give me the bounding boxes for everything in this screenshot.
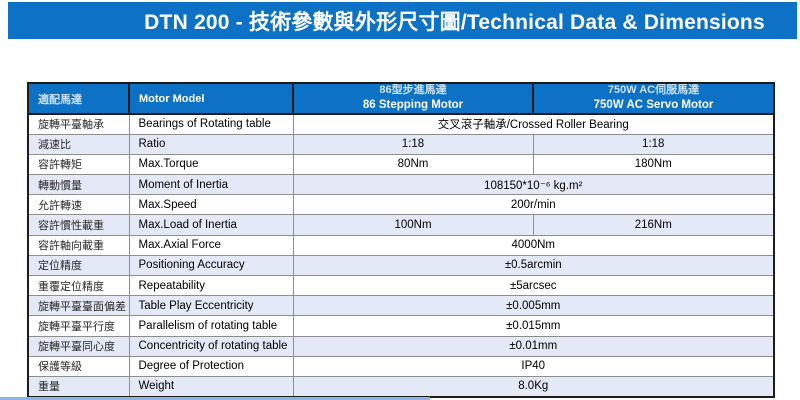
row-value-merged: 4000Nm — [292, 234, 775, 256]
row-value-merged: 交叉滾子軸承/Crossed Roller Bearing — [292, 113, 775, 135]
row-label-zh: 減速比 — [27, 133, 130, 155]
row-label-en: Table Play Eccentricity — [128, 295, 294, 317]
row-label-en: Positioning Accuracy — [128, 254, 294, 277]
row-label-zh: 轉動慣量 — [27, 174, 130, 196]
row-value-merged: ±0.5arcmin — [292, 254, 775, 277]
row-label-zh: 旋轉平臺同心度 — [27, 335, 130, 357]
row-label-en: Parallelism of rotating table — [128, 315, 294, 337]
row-value-merged: 108150*10⁻⁶ kg.m² — [292, 174, 775, 196]
table-header-row: 適配馬達 Motor Model 86型步進馬達 86 Stepping Mot… — [27, 82, 775, 115]
row-label-en: Max.Speed — [128, 194, 294, 216]
header-servo-motor-column: 750W AC伺服馬達 750W AC Servo Motor — [532, 82, 775, 115]
row-label-zh: 重覆定位精度 — [27, 274, 130, 297]
spec-row: 減速比 Ratio 1:18 1:18 — [27, 133, 775, 155]
row-label-zh: 旋轉平臺臺面偏差 — [27, 295, 130, 317]
technical-data-table: 適配馬達 Motor Model 86型步進馬達 86 Stepping Mot… — [27, 82, 775, 398]
row-label-zh: 容許轉矩 — [27, 153, 130, 176]
row-value-stepping: 80Nm — [292, 153, 534, 176]
row-value-merged: ±0.01mm — [292, 335, 775, 357]
spec-row: 容許軸向載重 Max.Axial Force 4000Nm — [27, 234, 775, 256]
spec-row: 容許轉矩 Max.Torque 80Nm 180Nm — [27, 153, 775, 176]
spec-row: 重覆定位精度 Repeatability ±5arcsec — [27, 274, 775, 297]
spec-row: 旋轉平臺臺面偏差 Table Play Eccentricity ±0.005mm — [27, 295, 775, 317]
row-label-en: Moment of Inertia — [128, 174, 294, 196]
title-banner: DTN 200 - 技術參數與外形尺寸圖/Technical Data & Di… — [8, 2, 797, 39]
header-servo-motor-zh: 750W AC伺服馬達 — [607, 84, 700, 97]
row-value-merged: IP40 — [292, 355, 775, 377]
spec-row: 轉動慣量 Moment of Inertia 108150*10⁻⁶ kg.m² — [27, 174, 775, 196]
spec-row: 旋轉平臺平行度 Parallelism of rotating table ±0.0… — [27, 315, 775, 337]
header-stepping-motor-zh: 86型步進馬達 — [379, 84, 447, 97]
header-stepping-motor-en: 86 Stepping Motor — [362, 99, 464, 112]
header-motor-model-zh: 適配馬達 — [27, 82, 130, 115]
row-label-zh: 旋轉平臺軸承 — [27, 113, 130, 135]
spec-row: 旋轉平臺同心度 Concentricity of rotating table ±0… — [27, 335, 775, 357]
spec-row: 定位精度 Positioning Accuracy ±0.5arcmin — [27, 254, 775, 277]
page-title: DTN 200 - 技術參數與外形尺寸圖/Technical Data & Di… — [144, 10, 765, 34]
row-value-merged: ±5arcsec — [292, 274, 775, 297]
row-value-servo: 216Nm — [532, 214, 775, 236]
row-label-zh: 容許軸向載重 — [27, 234, 130, 256]
row-value-merged: 200r/min — [292, 194, 775, 216]
row-label-en: Degree of Protection — [128, 355, 294, 377]
row-value-servo: 180Nm — [532, 153, 775, 176]
row-label-zh: 保護等級 — [27, 355, 130, 377]
spec-row: 旋轉平臺軸承 Bearings of Rotating table 交叉滾子軸承/C… — [27, 113, 775, 135]
row-value-merged: ±0.005mm — [292, 295, 775, 317]
header-motor-model-en: Motor Model — [128, 82, 294, 115]
header-stepping-motor-column: 86型步進馬達 86 Stepping Motor — [292, 82, 534, 115]
spec-row: 重量 Weight 8.0Kg — [27, 375, 775, 398]
row-label-en: Weight — [128, 375, 294, 398]
row-value-servo: 1:18 — [532, 133, 775, 155]
row-label-zh: 容許慣性載重 — [27, 214, 130, 236]
row-value-stepping: 100Nm — [292, 214, 534, 236]
row-label-en: Concentricity of rotating table — [128, 335, 294, 357]
row-label-en: Max.Load of Inertia — [128, 214, 294, 236]
row-label-en: Repeatability — [128, 274, 294, 297]
spec-row: 保護等級 Degree of Protection IP40 — [27, 355, 775, 377]
spec-row: 允許轉速 Max.Speed 200r/min — [27, 194, 775, 216]
row-label-en: Ratio — [128, 133, 294, 155]
spec-row: 容許慣性載重 Max.Load of Inertia 100Nm 216Nm — [27, 214, 775, 236]
row-label-en: Max.Torque — [128, 153, 294, 176]
row-label-zh: 重量 — [27, 375, 130, 398]
row-value-merged: 8.0Kg — [292, 375, 775, 398]
row-label-zh: 允許轉速 — [27, 194, 130, 216]
row-label-en: Bearings of Rotating table — [128, 113, 294, 135]
header-servo-motor-en: 750W AC Servo Motor — [593, 99, 714, 112]
row-label-zh: 旋轉平臺平行度 — [27, 315, 130, 337]
row-value-merged: ±0.015mm — [292, 315, 775, 337]
row-value-stepping: 1:18 — [292, 133, 534, 155]
row-label-zh: 定位精度 — [27, 254, 130, 277]
row-label-en: Max.Axial Force — [128, 234, 294, 256]
next-section-top-edge — [0, 397, 430, 400]
